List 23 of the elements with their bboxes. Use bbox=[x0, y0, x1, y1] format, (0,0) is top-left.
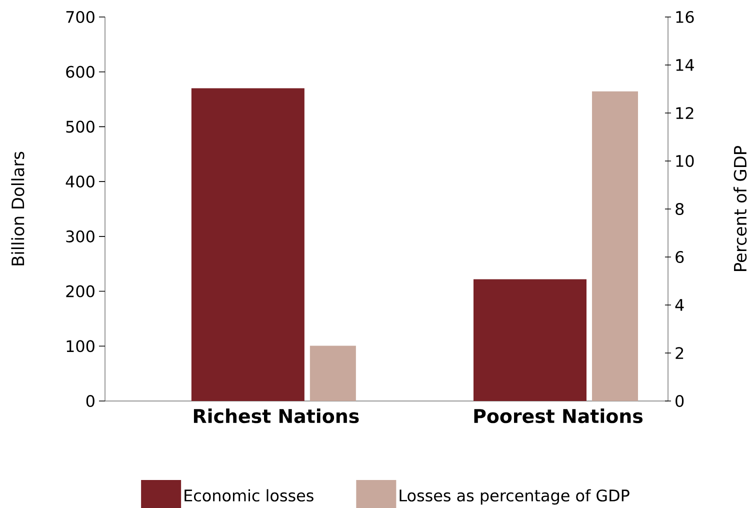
y2-tick-label: 2 bbox=[676, 347, 684, 359]
y-tick-label: 300 bbox=[66, 230, 94, 242]
y-axis-title: Billion Dollars bbox=[11, 152, 24, 266]
y-tick-label: 600 bbox=[66, 66, 94, 78]
y2-tick-label: 12 bbox=[676, 107, 694, 119]
y-tick-label: 500 bbox=[66, 120, 94, 133]
y-tick-label: 400 bbox=[66, 176, 94, 188]
y-tick-label: 700 bbox=[66, 10, 94, 24]
y2-tick-label: 16 bbox=[676, 10, 694, 24]
y2-tick-label: 14 bbox=[676, 59, 694, 71]
y-tick-label: 0 bbox=[86, 394, 94, 408]
y-tick-label: 200 bbox=[66, 285, 94, 298]
legend-label: Losses as percentage of GDP bbox=[400, 489, 630, 505]
x-tick-label: Poorest Nations bbox=[474, 408, 643, 424]
y2-tick-label: 8 bbox=[676, 202, 684, 216]
y2-tick-label: 0 bbox=[676, 394, 684, 408]
legend-label: Economic losses bbox=[184, 489, 314, 502]
y2-axis-title: Percent of GDP bbox=[734, 146, 747, 271]
y2-tick-label: 6 bbox=[676, 250, 684, 264]
y2-tick-label: 4 bbox=[675, 299, 684, 311]
x-tick-label: Richest Nations bbox=[194, 408, 359, 424]
y-tick-label: 100 bbox=[66, 340, 94, 352]
y2-tick-label: 10 bbox=[676, 154, 694, 168]
